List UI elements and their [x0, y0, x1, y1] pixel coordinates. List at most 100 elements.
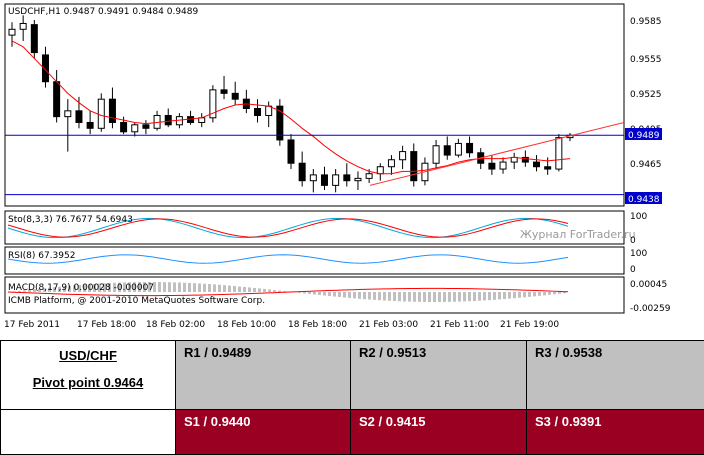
macd-bar [443, 292, 446, 302]
macd-bar [23, 290, 26, 292]
macd-bar [273, 290, 276, 292]
bull-candle[interactable] [354, 177, 362, 182]
s3-cell: S3 / 0.9391 [526, 409, 704, 455]
time-tick: 18 Feb 18:00 [288, 320, 347, 330]
bull-candle[interactable] [376, 166, 384, 175]
macd-bar [178, 282, 181, 292]
macd-bar [208, 284, 211, 292]
pair-cell: USD/CHF Pivot point 0.9464 [0, 340, 176, 410]
bear-candle[interactable] [533, 161, 541, 168]
bear-candle[interactable] [466, 142, 474, 154]
bear-candle[interactable] [108, 98, 116, 123]
macd-bar [548, 292, 551, 295]
bear-candle[interactable] [75, 110, 83, 123]
macd-bar [438, 292, 441, 302]
pivot-point: Pivot point 0.9464 [32, 375, 144, 390]
bull-candle[interactable] [387, 159, 395, 168]
bear-candle[interactable] [164, 114, 172, 126]
bear-candle[interactable] [254, 107, 262, 116]
macd-bar [323, 292, 326, 296]
time-tick: 21 Feb 11:00 [430, 320, 489, 330]
macd-bar [223, 285, 226, 292]
macd-axis-bottom: -0.00259 [630, 304, 671, 314]
bull-candle[interactable] [365, 173, 373, 179]
bear-candle[interactable] [544, 166, 552, 170]
bear-candle[interactable] [231, 92, 239, 100]
price-tick: 0.9555 [630, 55, 662, 65]
macd-bar [68, 285, 71, 292]
copyright: ICMB Platform, @ 2001-2010 MetaQuotes So… [8, 296, 265, 306]
bear-candle[interactable] [343, 174, 351, 182]
bear-candle[interactable] [41, 54, 49, 83]
bear-candle[interactable] [30, 24, 38, 54]
macd-bar [278, 290, 281, 292]
macd-bar [283, 291, 286, 292]
bull-candle[interactable] [432, 145, 440, 164]
bear-candle[interactable] [287, 139, 295, 164]
bear-candle[interactable] [443, 145, 451, 156]
macd-bar [28, 289, 31, 292]
macd-bar [118, 282, 121, 292]
chart-canvas[interactable]: USDCHF,H1 0.9487 0.9491 0.9484 0.9489 0.… [0, 0, 704, 335]
macd-bar [413, 292, 416, 302]
bear-candle[interactable] [142, 124, 150, 129]
r1-cell: R1 / 0.9489 [175, 340, 351, 410]
bear-candle[interactable] [86, 121, 94, 129]
bear-candle[interactable] [276, 105, 284, 141]
rsi-label: RSI(8) 67.3952 [8, 251, 75, 261]
macd-bar [328, 292, 331, 297]
bear-candle[interactable] [521, 156, 529, 163]
bull-candle[interactable] [454, 142, 462, 156]
macd-bar [313, 292, 316, 295]
bull-candle[interactable] [209, 89, 217, 119]
macd-bar [403, 292, 406, 302]
bear-candle[interactable] [488, 162, 496, 170]
bear-candle[interactable] [320, 174, 328, 186]
macd-bar [218, 284, 221, 292]
macd-bar [503, 292, 506, 300]
bull-candle[interactable] [499, 161, 507, 170]
price-tick: 0.9585 [630, 17, 662, 27]
macd-bar [258, 288, 261, 292]
bull-candle[interactable] [332, 174, 340, 186]
macd-bar [203, 283, 206, 292]
support-price-badge [625, 192, 662, 204]
bear-candle[interactable] [298, 162, 306, 182]
bull-candle[interactable] [309, 174, 317, 182]
time-tick: 17 Feb 2011 [4, 320, 60, 330]
macd-axis-top: 0.00045 [630, 280, 667, 290]
macd-bar [383, 292, 386, 301]
macd-bar [93, 283, 96, 292]
bull-candle[interactable] [64, 110, 72, 118]
trend-line[interactable] [369, 121, 625, 186]
price-chart[interactable]: USDCHF,H1 0.9487 0.9491 0.9484 0.9489 0.… [0, 0, 704, 335]
macd-bar [388, 292, 391, 301]
macd-bar [468, 292, 471, 302]
macd-bar [448, 292, 451, 302]
macd-bar [378, 292, 381, 301]
macd-bar [333, 292, 336, 297]
macd-bar [193, 283, 196, 292]
macd-bar [298, 292, 301, 293]
macd-bar [508, 292, 511, 299]
bear-candle[interactable] [120, 121, 128, 133]
macd-bar [48, 287, 51, 292]
bear-candle[interactable] [410, 151, 418, 182]
bull-candle[interactable] [97, 98, 105, 129]
bear-candle[interactable] [220, 89, 228, 94]
macd-bar [73, 285, 76, 292]
macd-bar [563, 292, 566, 294]
bull-candle[interactable] [399, 151, 407, 161]
bull-candle[interactable] [19, 22, 27, 30]
macd-bar [453, 292, 456, 302]
macd-bar [433, 292, 436, 302]
bull-candle[interactable] [555, 137, 563, 170]
bull-candle[interactable] [131, 124, 139, 133]
macd-bar [488, 292, 491, 301]
macd-signal-line [7, 287, 569, 297]
macd-bar [363, 292, 366, 300]
bull-candle[interactable] [8, 28, 16, 36]
macd-bar [158, 282, 161, 292]
macd-bar [373, 292, 376, 300]
bear-candle[interactable] [53, 81, 61, 118]
